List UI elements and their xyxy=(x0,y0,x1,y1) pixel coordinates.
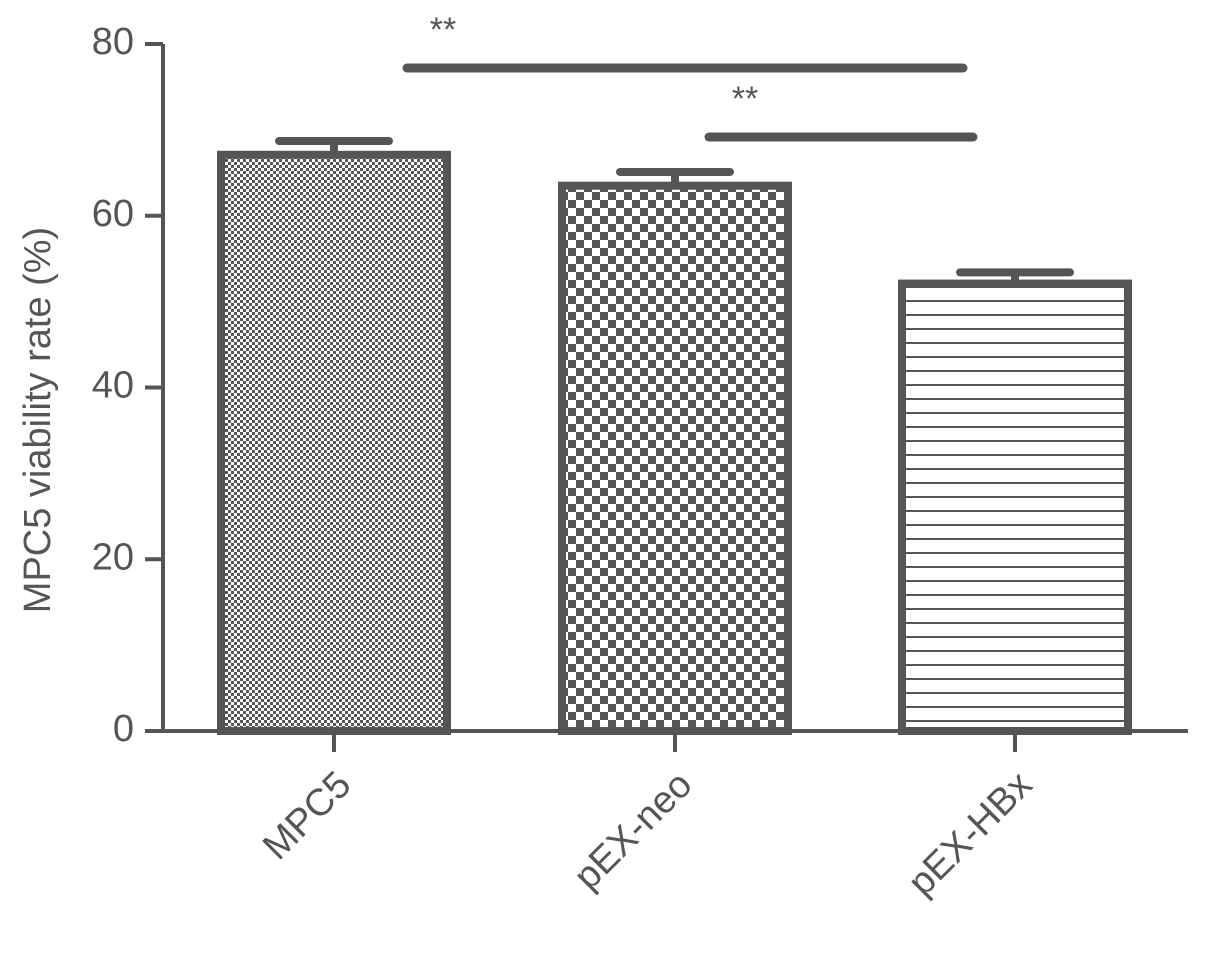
y-tick-label: 0 xyxy=(113,708,134,750)
y-tick-label: 80 xyxy=(92,21,134,63)
significance-label: ** xyxy=(732,80,758,118)
y-tick-label: 60 xyxy=(92,193,134,235)
x-tick-label: MPC5 xyxy=(255,764,359,868)
bar xyxy=(898,279,1132,735)
x-tick-label: pEX-neo xyxy=(566,764,700,898)
y-tick-label: 40 xyxy=(92,365,134,407)
y-axis-title: MPC5 viability rate (%) xyxy=(17,227,59,613)
significance-label: ** xyxy=(430,11,456,49)
x-tick-label: pEX-HBx xyxy=(900,764,1040,904)
bar xyxy=(217,150,451,735)
bar xyxy=(558,181,792,736)
y-tick-label: 20 xyxy=(92,536,134,578)
